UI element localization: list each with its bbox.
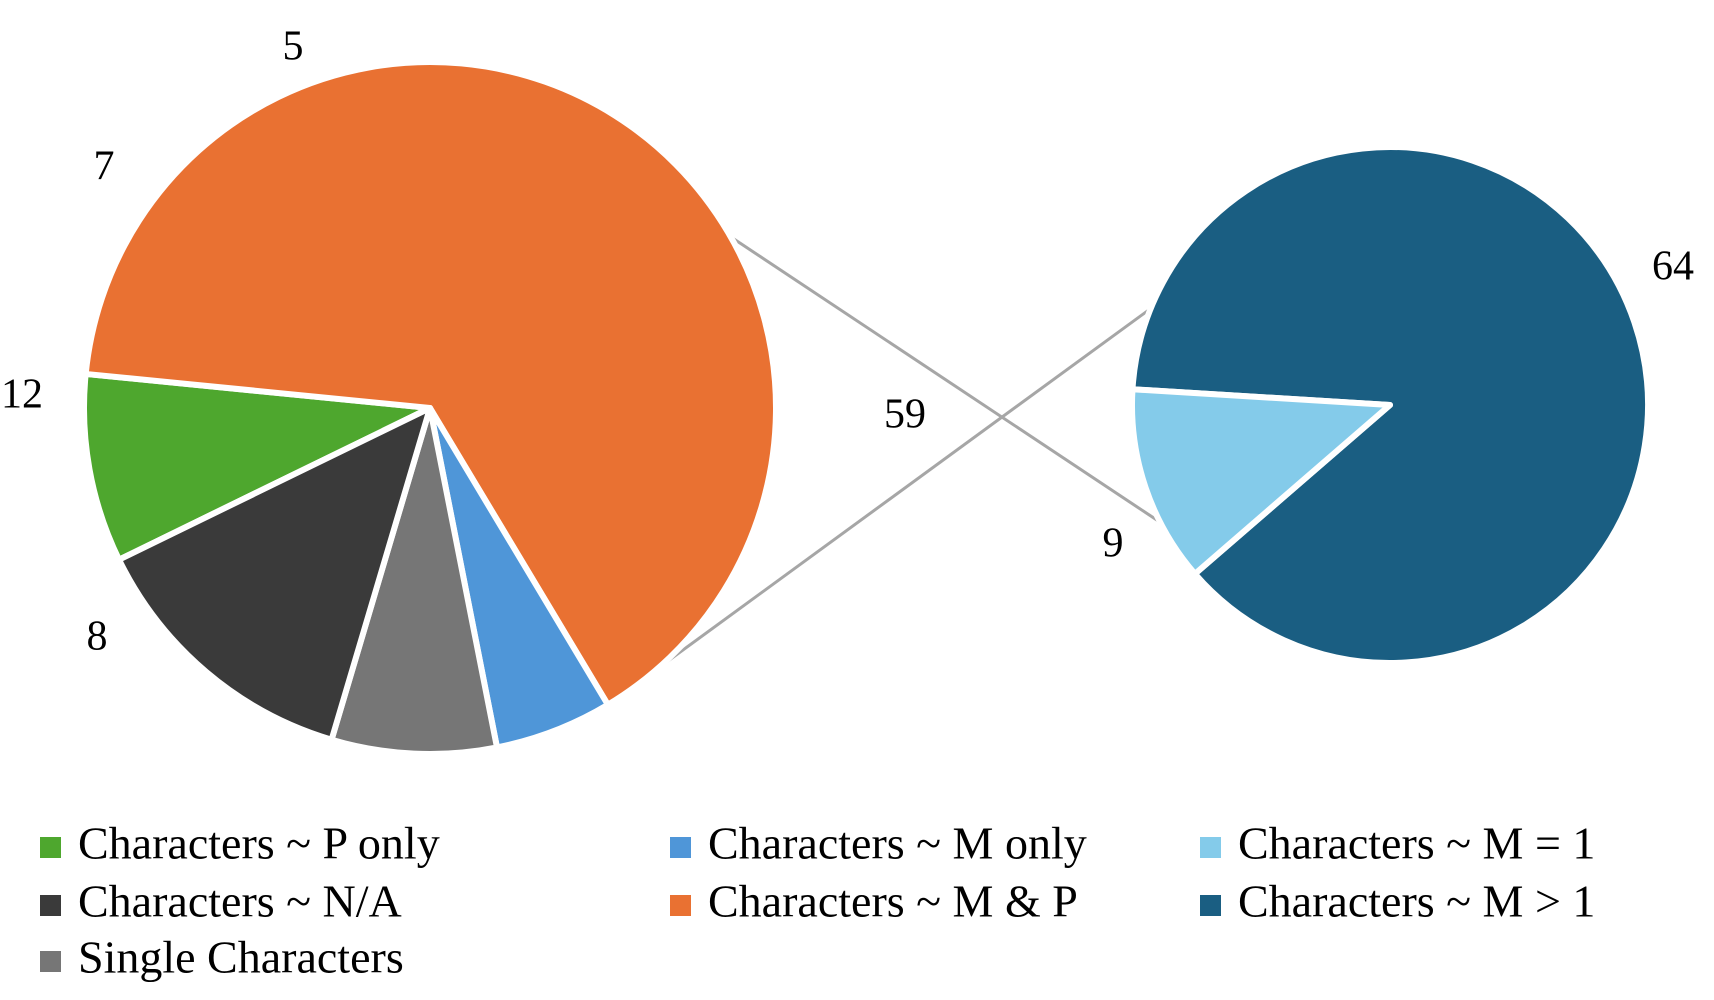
legend: Characters ~ P only Characters ~ M only Ch… [40, 818, 1595, 983]
legend-item-characters-m-1: Characters ~ M > 1 [1200, 876, 1595, 927]
legend-label: Characters ~ M > 1 [1238, 876, 1595, 927]
data-labels: 8 59 5 7 12 64 9 [1, 24, 1694, 660]
legend-label: Characters ~ M = 1 [1238, 818, 1595, 869]
legend-swatch [40, 837, 61, 858]
data-label-characters-m-p: 59 [884, 392, 926, 438]
secondary-pie [1129, 144, 1651, 666]
legend-item-characters-n-a: Characters ~ N/A [40, 876, 402, 927]
primary-slice-single-characters [328, 405, 500, 757]
legend-swatch [40, 951, 61, 972]
data-label-characters-n-a: 12 [1, 372, 43, 418]
legend-swatch [670, 895, 691, 916]
legend-item-characters-m-only: Characters ~ M only [670, 818, 1087, 869]
data-label-characters-m-only: 5 [283, 24, 304, 70]
legend-label: Characters ~ M only [708, 818, 1087, 869]
legend-swatch [40, 895, 61, 916]
legend-swatch [670, 837, 691, 858]
legend-label: Characters ~ M & P [708, 876, 1078, 927]
legend-swatch [1200, 895, 1221, 916]
primary-pie [81, 59, 779, 757]
legend-swatch [1200, 837, 1221, 858]
data-label-single-characters: 7 [94, 144, 115, 190]
primary-slice-characters-n-a [116, 405, 433, 743]
data-label-characters-p-only: 8 [87, 614, 108, 660]
legend-label: Characters ~ P only [78, 818, 440, 869]
legend-label: Characters ~ N/A [78, 876, 402, 927]
legend-item-characters-m-1: Characters ~ M = 1 [1200, 818, 1595, 869]
secondary-slice-characters-m-1 [1129, 386, 1393, 577]
primary-slice-characters-m-p [82, 59, 779, 708]
primary-slice-characters-p-only [81, 370, 433, 563]
legend-item-single-characters: Single Characters [40, 932, 404, 983]
legend-item-characters-p-only: Characters ~ P only [40, 818, 440, 869]
legend-item-characters-m-p: Characters ~ M & P [670, 876, 1078, 927]
legend-label: Single Characters [78, 932, 404, 983]
data-label-characters-m-1: 9 [1103, 521, 1124, 567]
data-label-characters-m-1: 64 [1652, 244, 1694, 290]
